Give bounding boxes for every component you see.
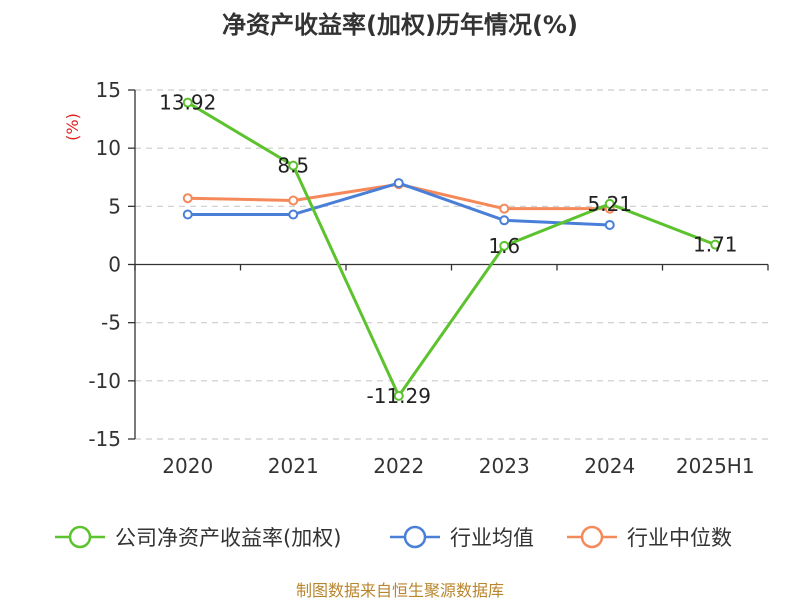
legend-item-1[interactable]: 行业均值 (390, 525, 534, 550)
x-tick-labels: 2020 2021 2022 2023 2024 2025H1 (162, 454, 754, 478)
x-tick-label: 2023 (479, 454, 530, 478)
y-tick-label: 15 (96, 78, 121, 102)
data-point[interactable] (182, 193, 193, 204)
data-point[interactable] (499, 240, 510, 251)
y-tick-label: -15 (88, 427, 121, 451)
data-point[interactable] (710, 239, 721, 250)
data-label: 1.6 (488, 234, 520, 258)
series-line (186, 101, 716, 398)
y-tick-label: 5 (108, 194, 121, 218)
legend-item-2[interactable]: 行业中位数 (567, 525, 732, 550)
x-tick-label: 2021 (268, 454, 319, 478)
x-tick-label: 2025H1 (676, 454, 755, 478)
data-label: 5.21 (587, 192, 632, 216)
legend-label: 行业中位数 (627, 526, 732, 550)
x-tick-label: 2024 (584, 454, 635, 478)
series-0 (182, 97, 721, 401)
chart-title: 净资产收益率(加权)历年情况(%) (222, 11, 578, 39)
y-axis-label: (%) (63, 113, 82, 141)
legend[interactable]: 公司净资产收益率(加权) 行业均值 行业中位数 (55, 525, 732, 550)
legend-marker-icon (68, 525, 92, 549)
series-1 (182, 178, 615, 230)
data-label: 8.5 (277, 154, 309, 178)
data-point[interactable] (604, 198, 615, 209)
x-tick-label: 2020 (162, 454, 213, 478)
y-tick-label: 10 (96, 136, 121, 160)
y-tick-label: -10 (88, 369, 121, 393)
data-point[interactable] (182, 209, 193, 220)
y-tick-label: 0 (108, 253, 121, 277)
y-tick-labels: 15 10 5 0 -5 -10 -15 (88, 78, 121, 451)
data-labels: 13.92 8.5 -11.29 1.6 5.21 1.71 (159, 91, 737, 408)
data-point[interactable] (499, 215, 510, 226)
axes (128, 89, 769, 440)
data-point[interactable] (393, 178, 404, 189)
data-point[interactable] (393, 390, 404, 401)
data-point[interactable] (288, 160, 299, 171)
data-label: 1.71 (693, 233, 738, 257)
data-label: 13.92 (159, 91, 216, 115)
data-label: -11.29 (367, 384, 431, 408)
data-point[interactable] (288, 209, 299, 220)
series-line (187, 181, 610, 227)
legend-marker-icon (403, 525, 427, 549)
legend-item-0[interactable]: 公司净资产收益率(加权) (55, 525, 341, 550)
legend-marker-icon (580, 525, 604, 549)
y-tick-label: -5 (101, 311, 121, 335)
data-point[interactable] (604, 219, 615, 230)
source-note: 制图数据来自恒生聚源数据库 (296, 581, 504, 600)
legend-label: 公司净资产收益率(加权) (115, 526, 341, 550)
legend-label: 行业均值 (450, 526, 534, 550)
x-tick-label: 2022 (373, 454, 424, 478)
data-point[interactable] (182, 97, 193, 108)
series-group (182, 97, 721, 401)
data-point[interactable] (288, 195, 299, 206)
data-point[interactable] (499, 203, 510, 214)
